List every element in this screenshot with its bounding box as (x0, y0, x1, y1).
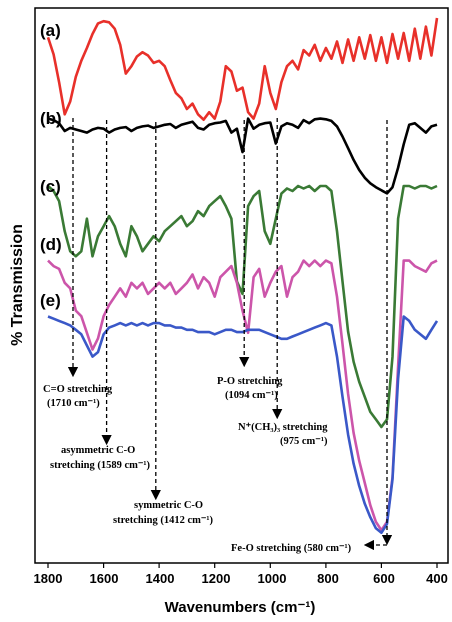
annotations: C=O stretching (1710 cm⁻¹) asymmetric C-… (43, 376, 352, 554)
annotation-n-value: (975 cm⁻¹) (280, 436, 328, 447)
series-label-b: (b) (40, 109, 62, 128)
annotation-asym: asymmetric C-O (61, 445, 135, 456)
annotation-po: P-O stretching (217, 376, 283, 387)
x-tick-label: 1600 (90, 571, 119, 586)
x-tick-label: 1800 (34, 571, 63, 586)
series-label-a: (a) (40, 21, 61, 40)
annotation-co: C=O stretching (43, 384, 113, 395)
series-label-e: (e) (40, 291, 61, 310)
x-tick-label: 1000 (258, 571, 287, 586)
annotation-sym: symmetric C-O (134, 500, 203, 511)
annotation-sym-value: stretching (1412 cm⁻¹) (113, 515, 214, 526)
x-tick-label: 600 (373, 571, 395, 586)
annotation-co-value: (1710 cm⁻¹) (47, 398, 100, 409)
y-axis-label: % Transmission (9, 224, 26, 346)
x-tick-label: 1200 (202, 571, 231, 586)
annotation-n: N⁺(CH₃)₃ stretching (238, 422, 328, 433)
series-line-e (47, 315, 439, 535)
series-label-d: (d) (40, 235, 62, 254)
x-tick-label: 800 (317, 571, 339, 586)
series-label-c: (c) (40, 177, 61, 196)
x-tick-label: 1400 (146, 571, 175, 586)
x-axis-label: Wavenumbers (cm⁻¹) (165, 599, 316, 616)
annotation-guides (67, 118, 393, 551)
series-labels: (a) (b) (c) (d) (e) (40, 21, 62, 310)
annotation-feo: Fe-O stretching (580 cm⁻¹) (231, 543, 352, 554)
series-layer (46, 17, 439, 535)
annotation-po-value: (1094 cm⁻¹) (225, 390, 278, 401)
x-tick-label: 400 (426, 571, 448, 586)
series-line-d (47, 259, 438, 532)
annotation-asym-value: stretching (1589 cm⁻¹) (50, 460, 151, 471)
series-line-b (47, 117, 438, 195)
series-line-c (47, 184, 438, 429)
plot-frame (34, 7, 449, 564)
x-ticks: 1800 1600 1400 1200 1000 800 600 400 (34, 563, 448, 586)
series-line-a (46, 17, 439, 121)
